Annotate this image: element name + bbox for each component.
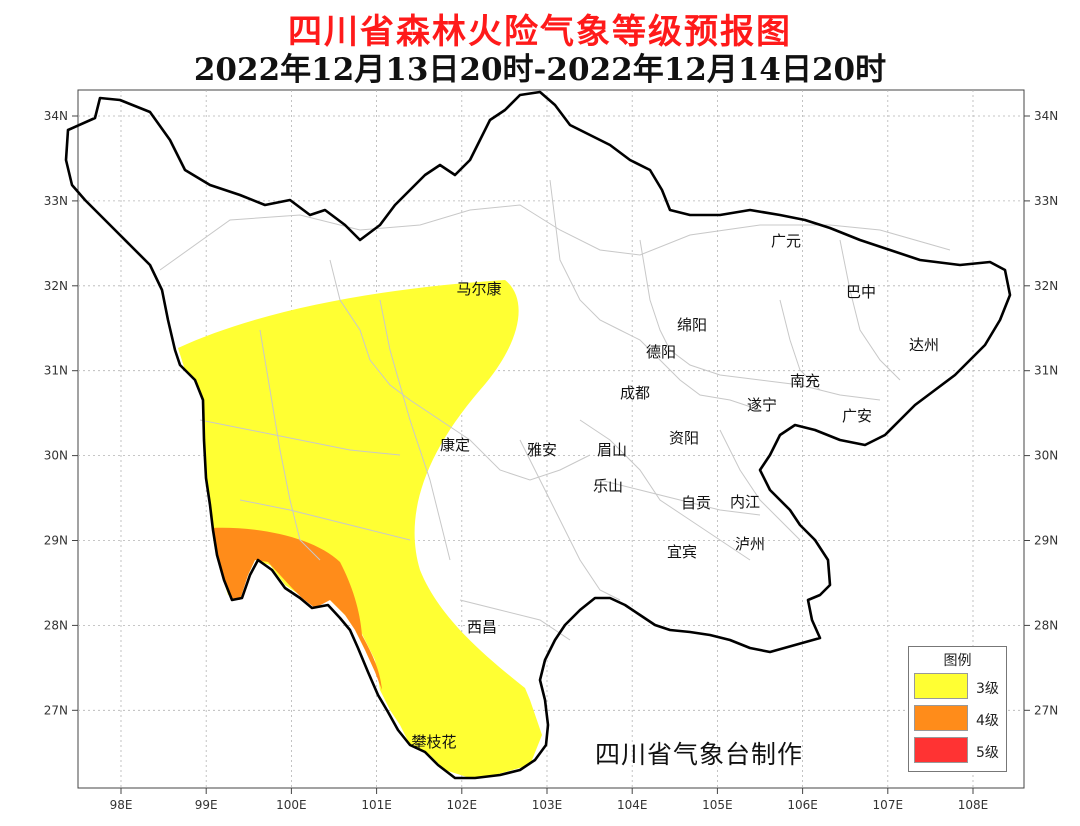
lon-tick-label: 107E — [873, 798, 904, 812]
city-label: 康定 — [440, 436, 470, 454]
province-border — [64, 90, 1012, 780]
lat-tick-label-right: 30N — [1034, 449, 1058, 463]
map-subtitle: 2022年12月13日20时-2022年12月14日20时 — [193, 52, 887, 88]
lon-tick-label: 104E — [617, 798, 648, 812]
lat-tick-label-left: 28N — [44, 618, 68, 632]
city-label: 广安 — [842, 407, 872, 425]
legend: 图例 3级 4级 5级 — [908, 646, 1007, 772]
producer-credit: 四川省气象台制作 — [595, 740, 804, 769]
city-label: 资阳 — [669, 429, 699, 447]
city-label: 马尔康 — [456, 280, 501, 298]
plot-frame — [77, 89, 1025, 789]
lon-tick-label: 100E — [276, 798, 307, 812]
legend-title: 图例 — [943, 653, 972, 669]
lon-tick-label: 105E — [702, 798, 733, 812]
lon-tick-label: 106E — [787, 798, 818, 812]
legend-label: 5级 — [976, 745, 999, 761]
legend-label: 4级 — [976, 713, 999, 729]
lat-tick-label-right: 28N — [1034, 618, 1058, 632]
legend-swatch — [914, 705, 968, 731]
legend-swatch — [914, 673, 968, 699]
city-label: 德阳 — [646, 343, 676, 361]
lat-tick-label-right: 29N — [1034, 534, 1058, 548]
city-label: 内江 — [730, 493, 760, 511]
legend-item-level5: 5级 — [914, 737, 1004, 763]
legend-swatch — [914, 737, 968, 763]
city-label: 自贡 — [681, 494, 711, 512]
lon-tick-label: 98E — [110, 798, 133, 812]
legend-item-level4: 4级 — [914, 705, 1004, 731]
city-label: 乐山 — [593, 477, 623, 495]
lat-tick-label-right: 27N — [1034, 703, 1058, 717]
city-label: 攀枝花 — [411, 733, 456, 751]
lon-tick-label: 102E — [447, 798, 478, 812]
level4-zone — [212, 527, 382, 690]
lat-tick-label-right: 34N — [1034, 109, 1058, 123]
city-label: 广元 — [771, 232, 801, 250]
lat-tick-label-left: 34N — [44, 109, 68, 123]
lat-tick-label-left: 31N — [44, 364, 68, 378]
city-label: 成都 — [620, 384, 650, 402]
lon-tick-label: 103E — [532, 798, 563, 812]
city-label: 遂宁 — [747, 396, 777, 414]
city-label: 眉山 — [597, 441, 627, 459]
lat-tick-label-left: 33N — [44, 194, 68, 208]
city-label: 绵阳 — [677, 316, 707, 334]
city-label: 巴中 — [846, 283, 876, 301]
lat-tick-label-left: 30N — [44, 449, 68, 463]
legend-label: 3级 — [976, 681, 999, 697]
lat-tick-label-left: 27N — [44, 703, 68, 717]
city-label: 雅安 — [527, 441, 557, 459]
lat-tick-label-right: 32N — [1034, 279, 1058, 293]
lon-tick-label: 108E — [958, 798, 989, 812]
lat-tick-label-right: 33N — [1034, 194, 1058, 208]
lat-tick-label-right: 31N — [1034, 364, 1058, 378]
lat-tick-label-left: 29N — [44, 534, 68, 548]
city-label: 泸州 — [735, 535, 765, 553]
city-label: 达州 — [909, 336, 939, 354]
map-title: 四川省森林火险气象等级预报图 — [288, 12, 792, 52]
city-label: 南充 — [790, 372, 820, 390]
lon-tick-label: 101E — [361, 798, 392, 812]
level3-zone — [178, 280, 542, 778]
lon-tick-label: 99E — [195, 798, 218, 812]
legend-item-level3: 3级 — [914, 673, 1004, 699]
lat-tick-label-left: 32N — [44, 279, 68, 293]
city-label: 西昌 — [467, 618, 497, 636]
county-boundaries — [159, 179, 951, 641]
city-label: 宜宾 — [667, 543, 697, 561]
